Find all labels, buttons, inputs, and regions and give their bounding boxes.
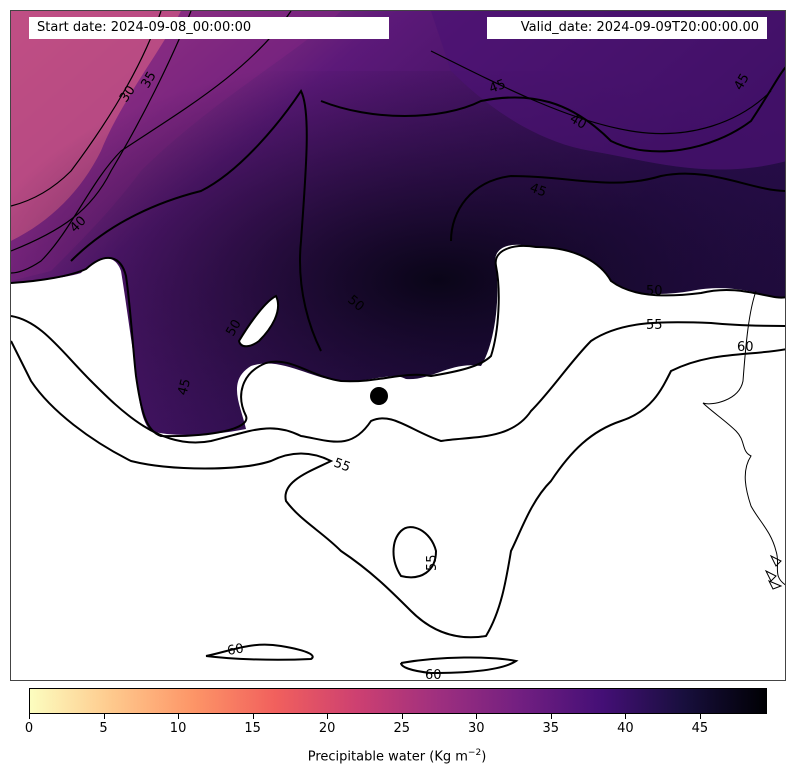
precipitable-water-map: 30 35 40 45 45 40 45 45 50 50 50 55 60 5…: [11, 11, 785, 681]
contour-45-loop: [320, 66, 785, 153]
valid-date-label: Valid_date: 2024-09-09T20:00:00.00: [487, 17, 767, 39]
colorbar: [29, 688, 767, 714]
contour-blob: [370, 387, 388, 405]
contour-lines: [11, 11, 785, 675]
colorbar-tick-label: 40: [617, 721, 634, 736]
colorbar-tick: [625, 714, 627, 719]
contour-40-east: [430, 50, 772, 135]
contour-45-mid: [450, 172, 785, 242]
colorbar-tick: [29, 714, 30, 719]
colorbar-title-close: ): [481, 749, 487, 765]
coastline-islands: [764, 554, 783, 590]
contour-60-east: [11, 340, 785, 639]
contour-55-south: [392, 526, 438, 579]
colorbar-tick-label: 25: [393, 721, 410, 736]
contour-label: 55: [646, 318, 663, 333]
colorbar-tick-label: 20: [318, 721, 336, 736]
start-date-label: Start date: 2024-09-08_00:00:00: [29, 17, 389, 39]
colorbar-tick: [550, 714, 552, 719]
contour-label: 45: [487, 77, 508, 97]
colorbar-tick: [178, 714, 180, 719]
colorbar-tick: [401, 714, 403, 719]
contour-40-west: [11, 11, 292, 274]
contour-label: 60: [226, 641, 245, 659]
contour-55: [11, 315, 785, 444]
contour-35: [11, 11, 192, 252]
masked-region: [11, 244, 785, 680]
colorbar-tick: [103, 714, 105, 719]
contour-60-south-west: [205, 643, 314, 661]
contour-45-north: [70, 89, 322, 352]
contour-label: 55: [425, 554, 440, 571]
contour-label: 45: [731, 71, 752, 93]
colorbar-tick-label: 5: [99, 721, 108, 736]
masked-island: [237, 294, 279, 348]
contour-label: 60: [425, 668, 442, 681]
contour-label: 50: [646, 284, 663, 299]
colorbar-title: Precipitable water (Kg m−2): [0, 748, 794, 764]
contour-60-south: [400, 656, 519, 675]
colorbar-tick: [476, 714, 478, 719]
contour-label: 50: [223, 317, 244, 339]
contour-label: 60: [737, 340, 754, 355]
colorbar-tick-label: 10: [169, 721, 187, 736]
contour-30: [11, 11, 162, 207]
colorbar-tick-label: 0: [24, 721, 34, 736]
colorbar-tick-label: 15: [244, 721, 261, 736]
contour-label: 45: [175, 377, 194, 397]
contour-label: 45: [528, 181, 549, 201]
coastline: [702, 290, 785, 586]
colorbar-tick: [252, 714, 254, 719]
colorbar-tick: [327, 714, 329, 719]
colorbar-title-text: Precipitable water (Kg m: [307, 749, 468, 765]
colorbar-title-exponent: −2: [467, 748, 482, 758]
map-panel: 30 35 40 45 45 40 45 45 50 50 50 55 60 5…: [10, 10, 786, 681]
colorbar-tick-label: 30: [467, 721, 485, 736]
contour-label: 35: [138, 69, 159, 91]
contour-label: 55: [332, 456, 353, 476]
colorbar-tick-label: 35: [542, 721, 560, 736]
colorbar-tick: [699, 714, 701, 719]
colorbar-tick-label: 45: [691, 721, 709, 736]
contour-50-coast: [11, 245, 785, 438]
contour-label: 40: [567, 111, 589, 132]
